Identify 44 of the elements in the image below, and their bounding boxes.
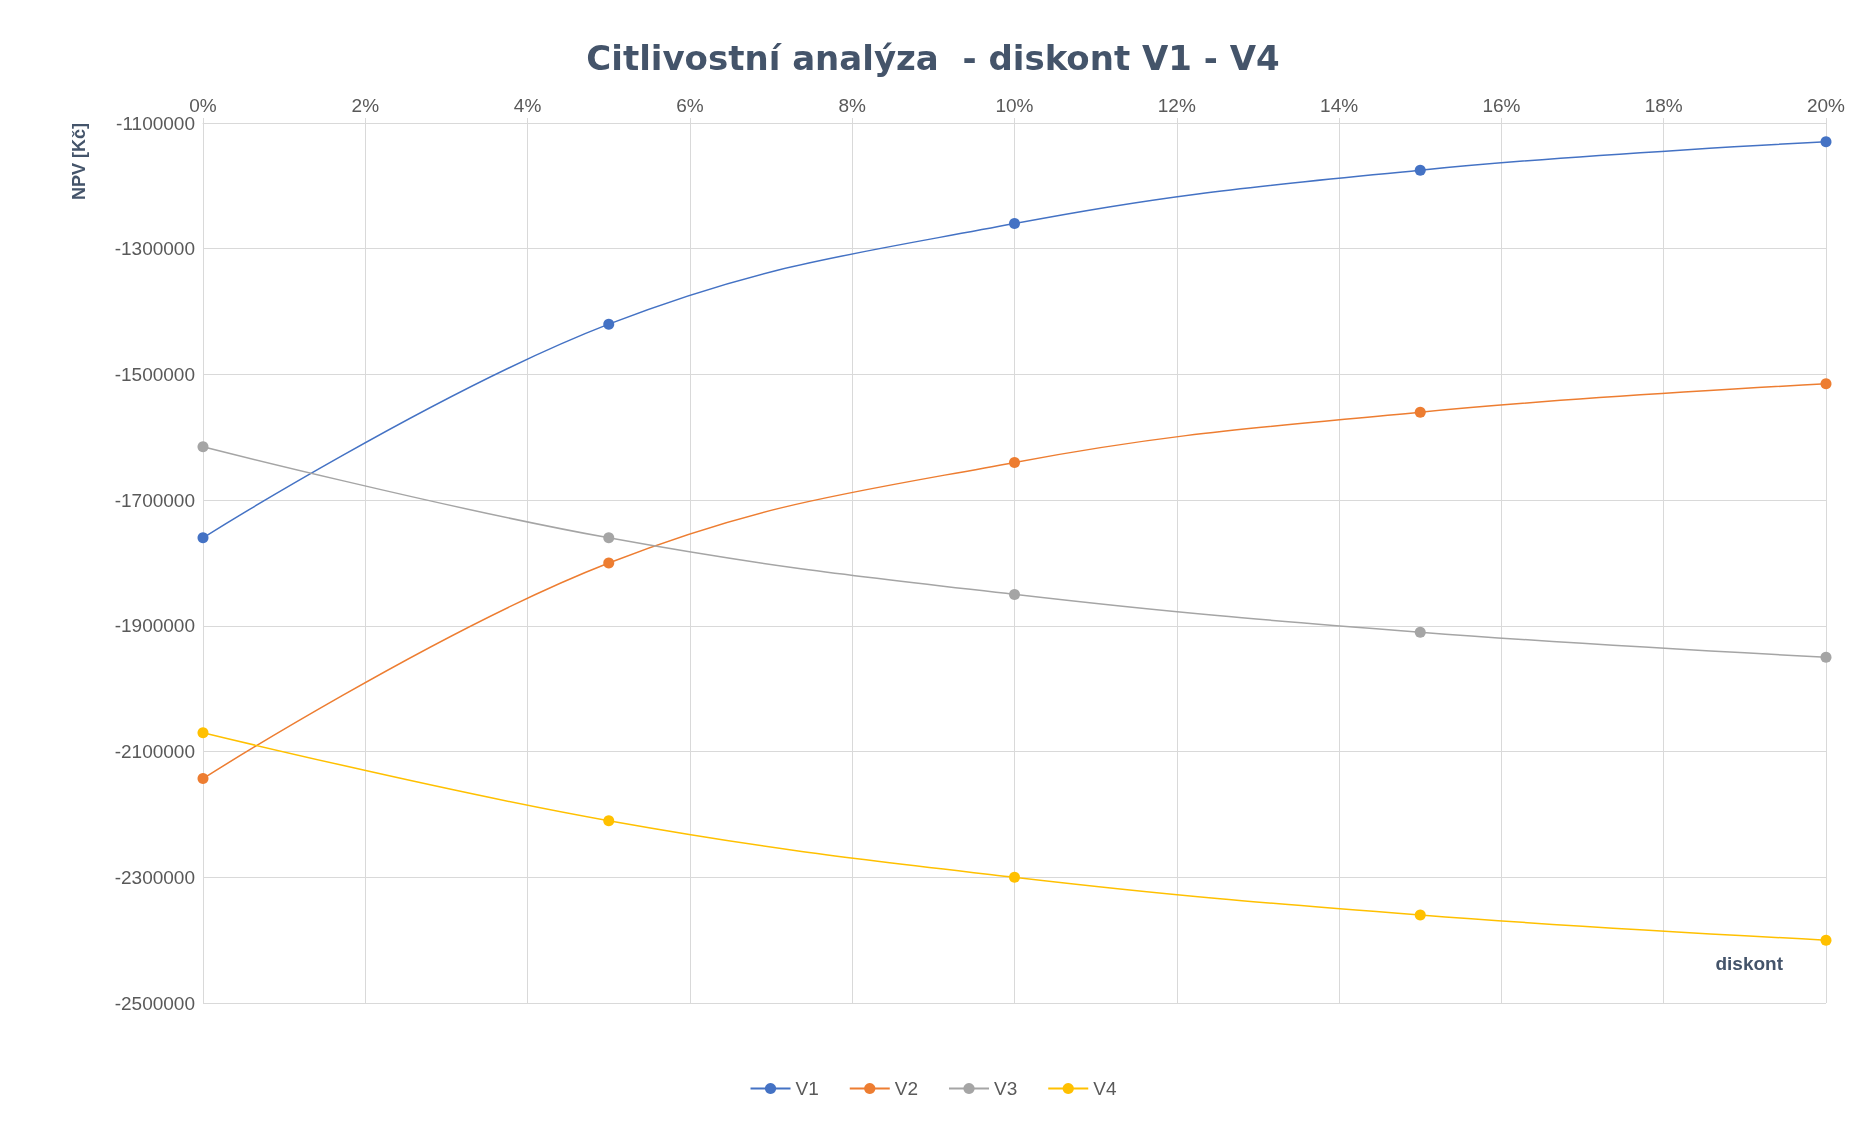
point bbox=[1820, 378, 1832, 390]
x-tick-label: 12% bbox=[1157, 95, 1196, 116]
y-axis-title: NPV [Kč] bbox=[69, 123, 89, 201]
point bbox=[1820, 136, 1832, 148]
point bbox=[1414, 164, 1426, 176]
legend-label: V3 bbox=[994, 1078, 1018, 1099]
chart-title: Citlivostní analýza - diskont V1 - V4 bbox=[586, 38, 1280, 78]
y-tick-label: -2500000 bbox=[114, 992, 195, 1014]
point bbox=[603, 815, 615, 827]
x-tick-label: 18% bbox=[1644, 95, 1683, 116]
legend-label: V2 bbox=[894, 1078, 919, 1099]
point bbox=[197, 441, 209, 453]
y-tick-label: -1300000 bbox=[114, 238, 195, 260]
x-tick-label: 14% bbox=[1320, 95, 1359, 116]
x-tick-label: 16% bbox=[1482, 95, 1521, 116]
point bbox=[1009, 456, 1020, 468]
point bbox=[1820, 934, 1832, 946]
x-tick-label: 4% bbox=[513, 95, 542, 116]
y-tick-label: -2100000 bbox=[114, 741, 195, 763]
point bbox=[197, 773, 209, 785]
point bbox=[1820, 651, 1832, 663]
point bbox=[197, 532, 209, 544]
y-tick-label: -1500000 bbox=[114, 363, 195, 385]
x-tick-label: 10% bbox=[995, 95, 1034, 116]
point bbox=[197, 727, 209, 739]
x-tick-label: 2% bbox=[351, 95, 380, 116]
point bbox=[1414, 406, 1426, 418]
point bbox=[1414, 909, 1426, 921]
y-tick-label: -1900000 bbox=[114, 615, 195, 637]
y-tick-label: -1700000 bbox=[114, 489, 195, 511]
point bbox=[603, 532, 615, 544]
x-axis-title: diskont bbox=[1715, 953, 1784, 974]
point bbox=[1009, 871, 1020, 883]
point bbox=[1414, 626, 1426, 638]
point bbox=[603, 557, 615, 569]
y-tick-label: -2300000 bbox=[114, 866, 195, 888]
point bbox=[1009, 588, 1020, 600]
point bbox=[1009, 218, 1020, 230]
x-tick-label: 6% bbox=[676, 95, 704, 116]
legend-label: V4 bbox=[1093, 1078, 1117, 1099]
x-tick-label: 20% bbox=[1806, 95, 1846, 116]
point bbox=[603, 318, 615, 330]
legend-label: V1 bbox=[795, 1078, 819, 1099]
x-tick-label: 8% bbox=[838, 95, 867, 116]
